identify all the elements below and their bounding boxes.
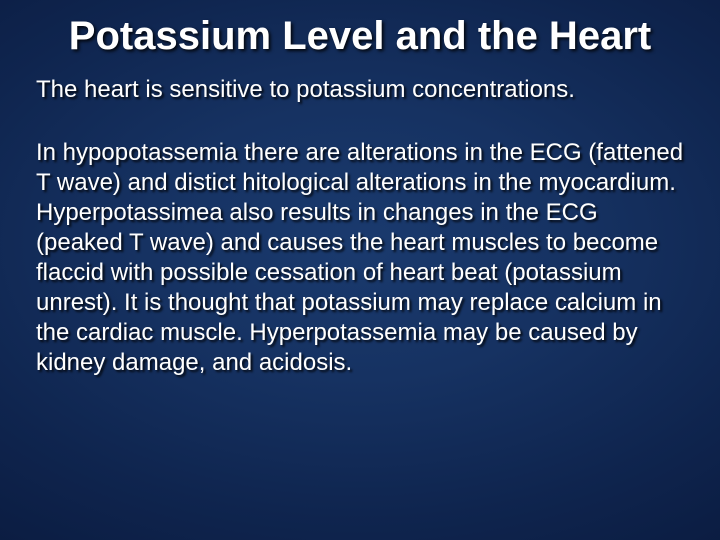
slide: Potassium Level and the Heart The heart … <box>0 0 720 540</box>
slide-title: Potassium Level and the Heart <box>36 10 684 58</box>
intro-paragraph: The heart is sensitive to potassium conc… <box>36 76 684 104</box>
body-paragraph: In hypopotassemia there are alterations … <box>36 138 684 378</box>
